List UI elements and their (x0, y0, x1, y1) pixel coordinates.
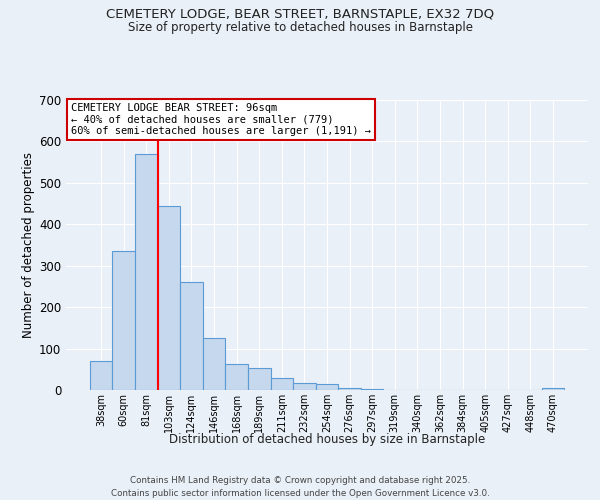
Bar (226, 364, 248, 390)
Bar (90, 361, 112, 390)
Bar (316, 384, 338, 390)
Bar (180, 282, 203, 390)
Bar (135, 154, 158, 390)
Text: Size of property relative to detached houses in Barnstaple: Size of property relative to detached ho… (128, 21, 473, 34)
Bar (338, 388, 361, 390)
Text: Contains HM Land Registry data © Crown copyright and database right 2025.: Contains HM Land Registry data © Crown c… (130, 476, 470, 485)
Bar (203, 338, 226, 390)
Bar (271, 378, 293, 390)
Bar (361, 389, 383, 390)
Bar (293, 382, 316, 390)
Y-axis label: Number of detached properties: Number of detached properties (22, 152, 35, 338)
Text: Distribution of detached houses by size in Barnstaple: Distribution of detached houses by size … (169, 432, 485, 446)
Bar (112, 251, 135, 390)
Bar (542, 388, 564, 390)
Bar (248, 368, 271, 390)
Text: CEMETERY LODGE BEAR STREET: 96sqm
← 40% of detached houses are smaller (779)
60%: CEMETERY LODGE BEAR STREET: 96sqm ← 40% … (71, 103, 371, 136)
Bar (158, 206, 180, 390)
Text: CEMETERY LODGE, BEAR STREET, BARNSTAPLE, EX32 7DQ: CEMETERY LODGE, BEAR STREET, BARNSTAPLE,… (106, 8, 494, 20)
Text: Contains public sector information licensed under the Open Government Licence v3: Contains public sector information licen… (110, 489, 490, 498)
